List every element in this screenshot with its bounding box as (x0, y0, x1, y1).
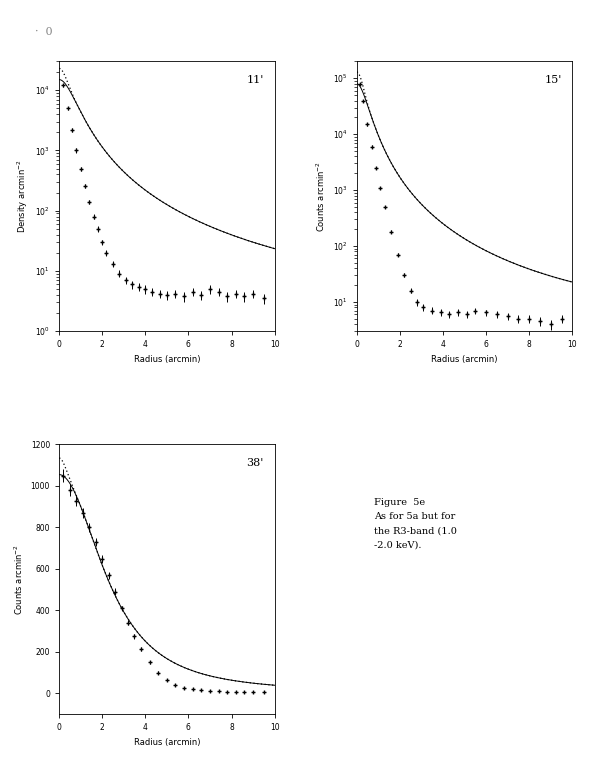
Y-axis label: Counts arcmin$^{-2}$: Counts arcmin$^{-2}$ (12, 544, 25, 615)
Y-axis label: Counts arcmin$^{-2}$: Counts arcmin$^{-2}$ (315, 161, 327, 232)
Text: Figure  5e
As for 5a but for
the R3-band (1.0
-2.0 keV).: Figure 5e As for 5a but for the R3-band … (374, 498, 457, 549)
Text: ·  0: · 0 (35, 27, 53, 37)
Text: 11': 11' (247, 75, 264, 85)
Y-axis label: Density arcmin$^{-2}$: Density arcmin$^{-2}$ (15, 160, 30, 233)
X-axis label: Radius (arcmin): Radius (arcmin) (431, 355, 498, 364)
X-axis label: Radius (arcmin): Radius (arcmin) (133, 738, 200, 746)
Text: 15': 15' (544, 75, 562, 85)
Text: 38': 38' (247, 458, 264, 468)
X-axis label: Radius (arcmin): Radius (arcmin) (133, 355, 200, 364)
